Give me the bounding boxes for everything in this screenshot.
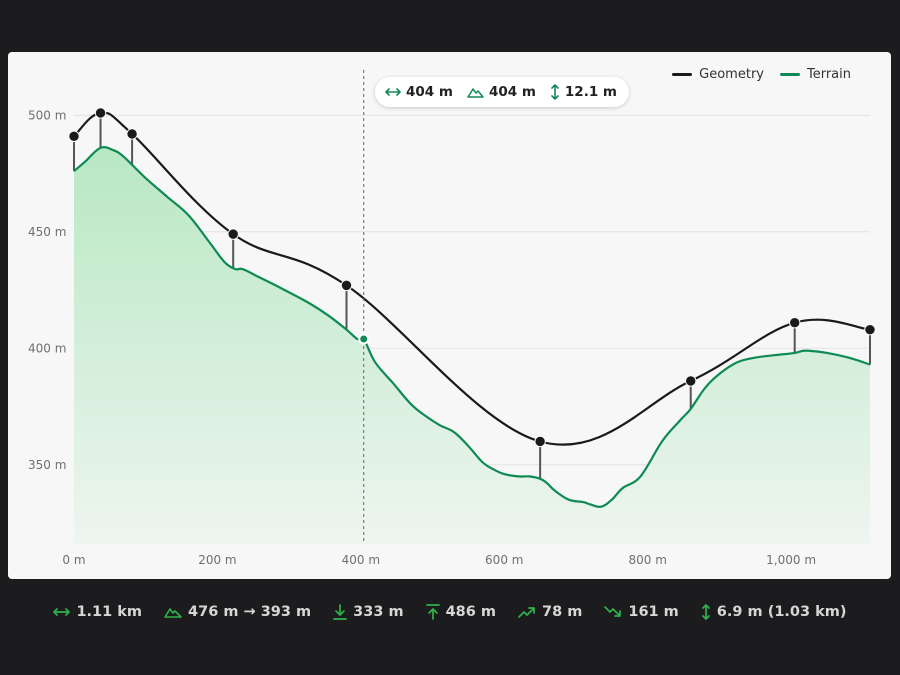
geometry-point [68, 130, 80, 142]
stat-max-value: 486 m [445, 604, 497, 620]
trending-up-icon [518, 606, 536, 618]
y-tick-label: 350 m [28, 458, 66, 472]
terrain-area [74, 147, 870, 544]
axis-tick-labels: 350 m 400 m 450 m 500 m 0 m 200 m 400 m 600 m 80… [28, 108, 816, 567]
stat-elevation-range: 476 m → 393 m [164, 604, 311, 620]
terrain-area-fill [74, 147, 870, 544]
x-tick-label: 800 m [628, 553, 666, 567]
legend-item-terrain[interactable]: Terrain [779, 67, 851, 82]
stat-length-value: 1.11 km [76, 604, 143, 620]
elevation-chart[interactable]: 350 m 400 m 450 m 500 m 0 m 200 m 400 m 600 m 80… [8, 52, 891, 579]
vertical-arrows-icon [701, 604, 711, 620]
route-stats-bar: 1.11 km 476 m → 393 m 333 m 486 m 78 m 1… [0, 597, 900, 627]
y-tick-label: 450 m [28, 225, 66, 239]
legend-swatch-terrain [779, 73, 800, 76]
tooltip-terrain-elevation: 404 m [467, 84, 536, 100]
legend-label-terrain: Terrain [806, 67, 851, 82]
y-tick-label: 500 m [28, 108, 66, 122]
series-lines [73, 111, 871, 508]
geometry-point [789, 316, 801, 329]
terrain-line [73, 146, 871, 508]
height-stems [73, 112, 871, 479]
tooltip-terrain-value: 404 m [488, 84, 536, 100]
arrow-up-to-line-icon [425, 604, 440, 620]
mountain-icon [164, 606, 182, 618]
hover-cursor [358, 70, 370, 544]
stat-min-value: 333 m [353, 604, 404, 620]
geometry-point [685, 375, 697, 387]
stat-descent: 161 m [604, 604, 679, 620]
x-tick-label: 600 m [485, 553, 523, 567]
y-tick-label: 400 m [28, 341, 66, 355]
stat-descent-value: 161 m [628, 604, 679, 620]
cursor-terrain-point [358, 333, 370, 345]
mountain-icon [467, 86, 484, 98]
geometry-point [126, 128, 138, 140]
stat-elevation-range-value: 476 m → 393 m [188, 604, 312, 620]
geometry-point [227, 228, 239, 240]
stat-ascent: 78 m [518, 604, 582, 620]
x-tick-label: 200 m [198, 553, 236, 567]
geometry-point [340, 279, 353, 292]
stat-min-elevation: 333 m [333, 604, 404, 620]
stat-max-elevation: 486 m [425, 604, 497, 620]
x-tick-label: 1,000 m [766, 553, 816, 567]
tooltip-distance-value: 404 m [406, 84, 453, 100]
arrow-down-to-line-icon [333, 604, 347, 620]
chart-legend: Geometry Terrain [672, 67, 851, 82]
stat-ascent-value: 78 m [542, 604, 583, 620]
tooltip-height-value: 12.1 m [564, 84, 617, 100]
stat-height: 6.9 m (1.03 km) [701, 604, 847, 620]
stat-length: 1.11 km [53, 604, 142, 620]
tooltip-distance: 404 m [385, 84, 453, 100]
elevation-profile-panel: 350 m 400 m 450 m 500 m 0 m 200 m 400 m 600 m 80… [8, 52, 891, 579]
cursor-tooltip: 404 m 404 m 12.1 m [375, 77, 629, 107]
horizontal-arrows-icon [385, 86, 401, 98]
horizontal-arrows-icon [53, 606, 71, 618]
geometry-point [94, 107, 107, 119]
geometry-markers [68, 107, 876, 448]
stat-height-value: 6.9 m (1.03 km) [716, 604, 847, 620]
trending-down-icon [604, 606, 622, 618]
legend-label-geometry: Geometry [699, 67, 764, 82]
legend-item-geometry[interactable]: Geometry [672, 67, 764, 82]
x-tick-label: 400 m [342, 553, 380, 567]
vertical-arrows-icon [550, 84, 560, 100]
geometry-line [73, 111, 871, 446]
legend-swatch-geometry [672, 73, 693, 76]
tooltip-height-diff: 12.1 m [550, 84, 617, 100]
geometry-point [864, 323, 876, 336]
geometry-point [534, 435, 546, 448]
x-tick-label: 0 m [62, 553, 85, 567]
